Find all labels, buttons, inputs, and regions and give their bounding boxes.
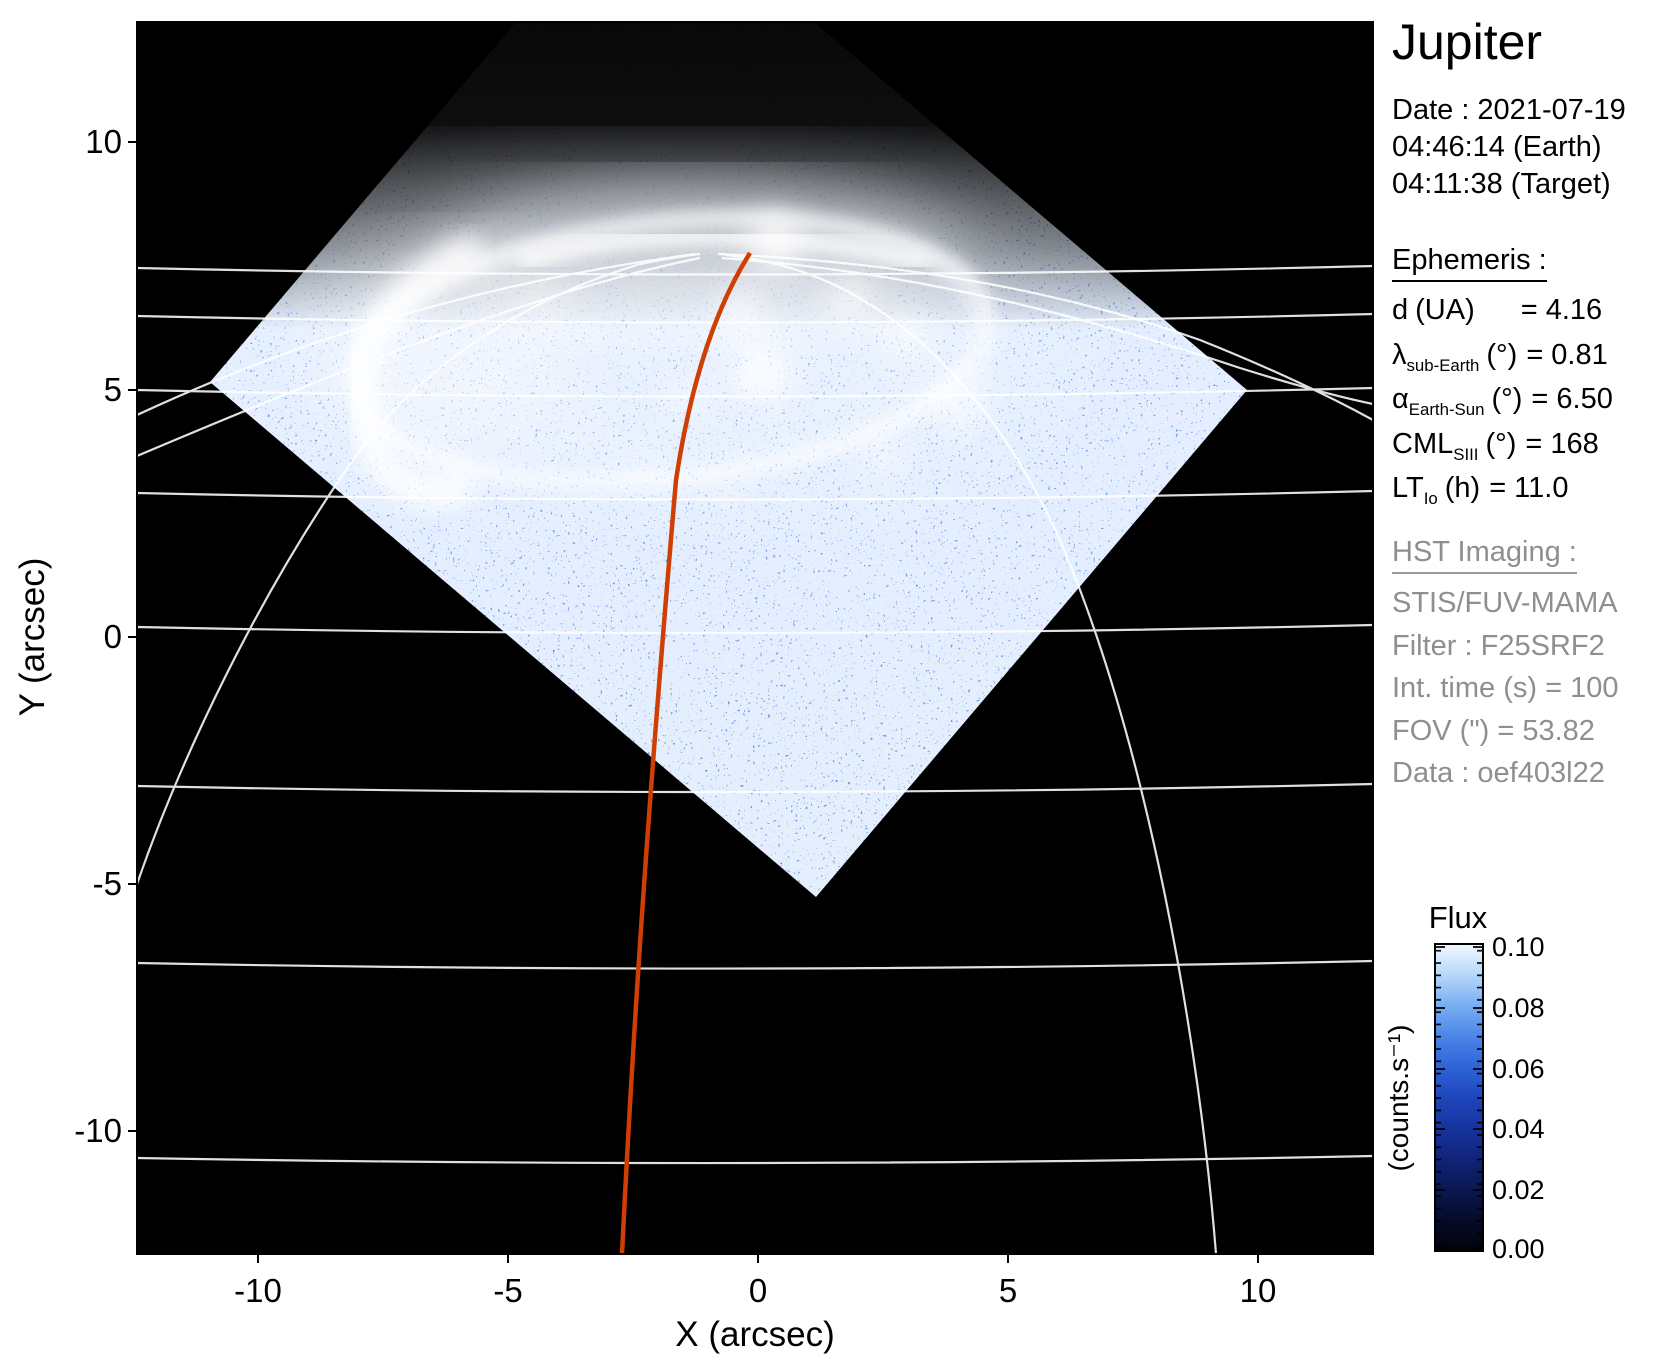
y-axis-label: Y (arcsec) <box>13 558 52 717</box>
graticule <box>137 252 1373 1254</box>
x-tick: 10 <box>1240 1272 1277 1309</box>
hst-imaging-block: HST Imaging : STIS/FUV-MAMA Filter : F25… <box>1392 536 1618 795</box>
observation-target-time: 04:11:38 (Target) <box>1392 168 1611 200</box>
y-tick-labels: 10 5 0 -5 -10 <box>74 123 122 1149</box>
ephemeris-value: = 4.16 <box>1520 294 1603 326</box>
ephemeris-row: d (UA) = 4.16 <box>1392 294 1613 339</box>
figure-title: Jupiter <box>1392 14 1543 70</box>
ephemeris-row: αEarth-Sun (°) = 6.50 <box>1392 383 1613 428</box>
y-tick: 0 <box>104 618 122 655</box>
ephemeris-unit: (°) <box>1491 383 1523 415</box>
ephemeris-unit: (h) <box>1444 472 1481 504</box>
colorbar-label: 0.08 <box>1492 993 1545 1023</box>
ephemeris-subscript: Io <box>1423 488 1438 508</box>
hst-fov: FOV (") = 53.82 <box>1392 714 1595 747</box>
ephemeris-subscript: Earth-Sun <box>1408 399 1485 419</box>
x-axis-label: X (arcsec) <box>675 1315 834 1354</box>
x-tick-labels: -10 -5 0 5 10 <box>234 1272 1276 1309</box>
colorbar-unit-label: (counts.s⁻¹) <box>1383 1024 1414 1171</box>
ephemeris-block: Ephemeris : d (UA) = 4.16 λsub-Earth (°) = 0… <box>1392 244 1613 517</box>
colorbar-label: 0.06 <box>1492 1054 1545 1084</box>
x-tick: 0 <box>749 1272 767 1309</box>
colorbar-label: 0.04 <box>1492 1114 1545 1144</box>
ephemeris-symbol: CML <box>1392 427 1454 460</box>
ephemeris-unit: (UA) <box>1415 294 1475 326</box>
observation-earth-time: 04:46:14 (Earth) <box>1392 131 1602 163</box>
image-panel <box>137 22 1373 1254</box>
observation-block: Date : 2021-07-19 04:46:14 (Earth) 04:11… <box>1392 92 1626 203</box>
hst-int-time: Int. time (s) = 100 <box>1392 672 1619 705</box>
ephemeris-symbol: LT <box>1392 472 1424 504</box>
y-tick: -5 <box>93 865 122 902</box>
ephemeris-subscript: sub-Earth <box>1406 355 1480 375</box>
ephemeris-value: = 11.0 <box>1489 472 1569 504</box>
hst-filter: Filter : F25SRF2 <box>1392 629 1605 662</box>
ephemeris-symbol: d <box>1392 294 1409 326</box>
hst-instrument: STIS/FUV-MAMA <box>1392 587 1618 619</box>
ephemeris-unit: (°) <box>1486 338 1518 371</box>
colorbar-label: 0.00 <box>1492 1234 1545 1264</box>
hst-data-id: Data : oef403l22 <box>1392 757 1605 790</box>
ephemeris-row: CMLSIII (°) = 168 <box>1392 428 1613 473</box>
colorbar-label: 0.02 <box>1492 1175 1545 1205</box>
ephemeris-value: = 168 <box>1525 427 1599 460</box>
ephemeris-heading: Ephemeris : <box>1392 244 1547 282</box>
ephemeris-value: = 6.50 <box>1531 383 1613 415</box>
colorbar-label: 0.10 <box>1492 932 1545 962</box>
colorbar-title: Flux <box>1429 900 1488 935</box>
colorbar-labels: 0.10 0.08 0.06 0.04 0.02 0.00 <box>1492 932 1545 1264</box>
ephemeris-symbol: α <box>1392 383 1409 415</box>
y-tick: 10 <box>85 123 122 160</box>
hst-heading: HST Imaging : <box>1392 536 1577 574</box>
ephemeris-symbol: λ <box>1392 338 1407 371</box>
x-tick: -10 <box>234 1272 282 1309</box>
cml-meridian-line <box>619 251 752 1254</box>
axis-ticks <box>128 141 1259 1263</box>
y-tick: -10 <box>74 1112 122 1149</box>
colorbar-border <box>1434 943 1484 1252</box>
ephemeris-row: λsub-Earth (°) = 0.81 <box>1392 339 1613 384</box>
ephemeris-value: = 0.81 <box>1526 338 1608 371</box>
colorbar: Flux 0.10 0.08 0.06 0.04 0.02 0.00 (coun… <box>1383 900 1545 1264</box>
ephemeris-subscript: SIII <box>1453 444 1479 464</box>
x-tick: -5 <box>493 1272 522 1309</box>
y-tick: 5 <box>104 371 122 408</box>
ephemeris-row: LTIo (h) = 11.0 <box>1392 472 1613 517</box>
colorbar-major-ticks <box>1435 946 1483 1249</box>
colorbar-minor-ticks <box>1435 944 1483 1251</box>
observation-date: Date : 2021-07-19 <box>1392 94 1626 126</box>
x-tick: 5 <box>999 1272 1017 1309</box>
aurora-emission <box>260 160 1060 514</box>
ephemeris-unit: (°) <box>1485 427 1517 460</box>
